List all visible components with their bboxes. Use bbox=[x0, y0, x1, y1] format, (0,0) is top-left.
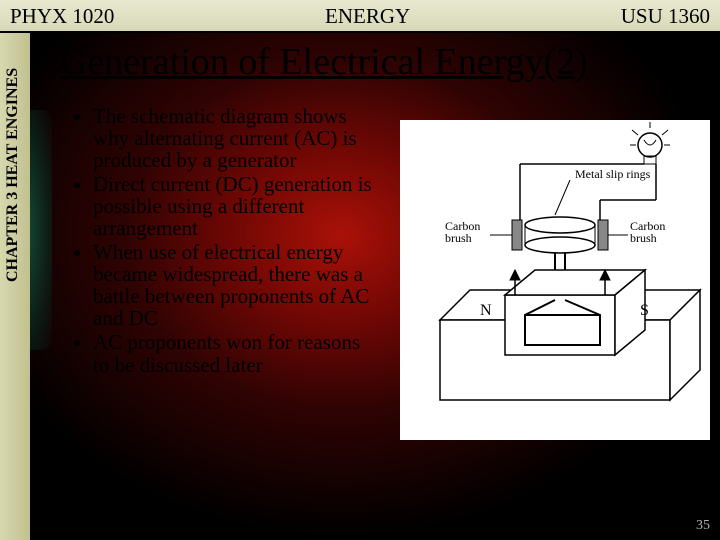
page-number: 35 bbox=[696, 518, 710, 534]
bullet-item: When use of electrical energy became wid… bbox=[93, 241, 375, 329]
course-code-left: PHYX 1020 bbox=[10, 4, 114, 29]
bullet-item: The schematic diagram shows why alternat… bbox=[93, 105, 375, 171]
lightbulb-icon bbox=[630, 122, 670, 164]
carbon-brush-right-label: Carbonbrush bbox=[630, 219, 665, 245]
brush-left bbox=[512, 220, 522, 250]
footer-date: 15/2018 bbox=[85, 511, 118, 522]
chapter-label: CHAPTER 3 HEAT ENGINES bbox=[4, 68, 22, 282]
magnet-block bbox=[440, 270, 700, 400]
header: PHYX 1020 ENERGY USU 1360 bbox=[0, 0, 720, 33]
slip-rings-label: Metal slip rings bbox=[575, 167, 651, 181]
slip-ring bbox=[525, 217, 595, 233]
slide-title: Generation of Electrical Energy(2) bbox=[60, 40, 710, 84]
carbon-brush-left-label: Carbonbrush bbox=[445, 219, 480, 245]
brush-right bbox=[598, 220, 608, 250]
generator-diagram: Metal slip rings Carbonbrush Carbonbrush bbox=[400, 120, 710, 440]
bullet-item: Direct current (DC) generation is possib… bbox=[93, 173, 375, 239]
course-code-right: USU 1360 bbox=[621, 4, 710, 29]
bullet-item: AC proponents won for reasons to be disc… bbox=[93, 331, 375, 375]
magnet-n-label: N bbox=[480, 302, 492, 319]
footer-year: 2002 bbox=[35, 503, 75, 526]
magnet-s-label: S bbox=[640, 302, 649, 319]
bullet-list: The schematic diagram shows why alternat… bbox=[75, 105, 375, 378]
slip-ring bbox=[525, 237, 595, 253]
sidebar: CHAPTER 3 HEAT ENGINES bbox=[0, 32, 30, 540]
course-topic: ENERGY bbox=[325, 4, 410, 29]
